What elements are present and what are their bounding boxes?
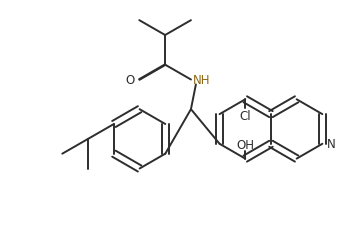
Text: NH: NH [193,74,211,87]
Text: N: N [327,138,336,151]
Text: OH: OH [236,139,254,152]
Text: Cl: Cl [239,109,251,122]
Text: O: O [126,74,135,87]
